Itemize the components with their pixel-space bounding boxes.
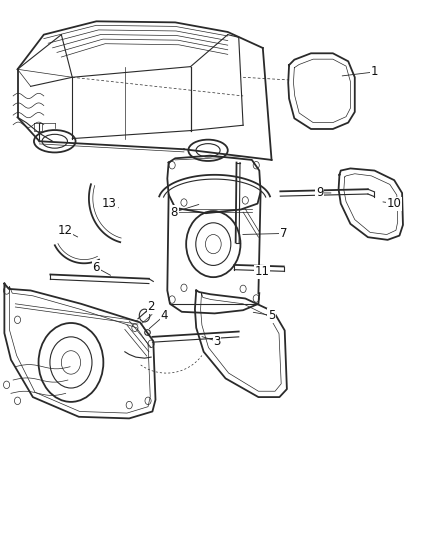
Text: 9: 9 (316, 187, 324, 199)
Text: 8: 8 (171, 206, 178, 219)
Text: 11: 11 (254, 265, 269, 278)
Text: 3: 3 (213, 335, 220, 348)
Text: 10: 10 (387, 197, 402, 210)
Text: 6: 6 (92, 261, 100, 274)
Text: 4: 4 (160, 309, 168, 322)
Text: 7: 7 (280, 227, 288, 240)
Text: 12: 12 (57, 224, 72, 237)
Text: 2: 2 (147, 300, 155, 313)
Text: 5: 5 (268, 309, 275, 322)
Text: 13: 13 (102, 197, 117, 210)
Text: 1: 1 (371, 66, 378, 78)
